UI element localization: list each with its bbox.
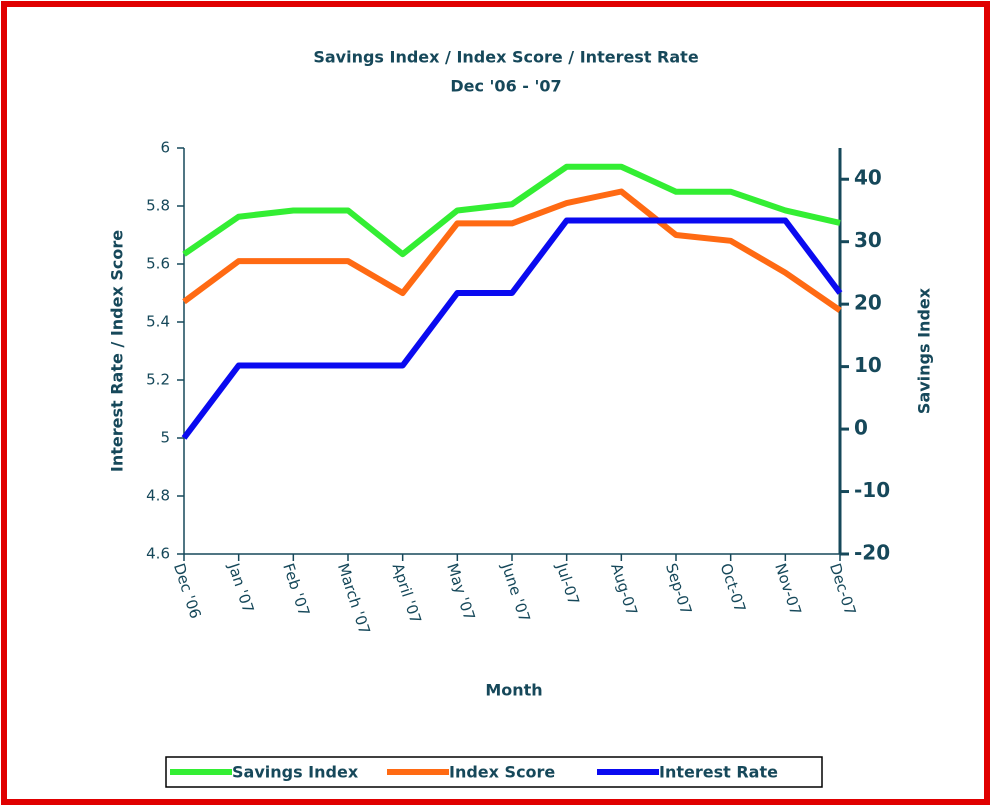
legend-label: Savings Index [232,763,359,782]
y2-tick-label: 0 [854,416,868,440]
chart-subtitle: Dec '06 - '07 [450,77,561,96]
series-line [182,188,842,313]
chart-title: Savings Index / Index Score / Interest R… [313,48,698,67]
y-tick-label: 4.6 [146,545,170,563]
y2-tick-label: 40 [854,166,882,190]
y-tick-label: 4.8 [146,487,170,505]
y2-tick-label: -20 [854,541,890,565]
legend [165,756,823,788]
y2-tick-label: 10 [854,353,882,377]
y-tick-label: 5.2 [146,371,170,389]
y-tick-label: 5.8 [146,197,170,215]
series-line [182,163,841,258]
y-tick-label: 5 [160,429,170,447]
legend-label: Interest Rate [659,763,778,782]
y-tick-label: 5.6 [146,255,170,273]
series-line [181,217,843,440]
legend-label: Index Score [449,763,555,782]
y-tick-label: 5.4 [146,313,170,331]
y2-axis-label: Savings Index [915,287,934,414]
y-axis-label: Interest Rate / Index Score [108,230,127,472]
y2-tick-label: -10 [854,478,890,502]
y-tick-label: 6 [160,139,170,157]
y2-tick-label: 30 [854,228,882,252]
y2-tick-label: 20 [854,291,882,315]
x-axis-label: Month [485,681,542,700]
